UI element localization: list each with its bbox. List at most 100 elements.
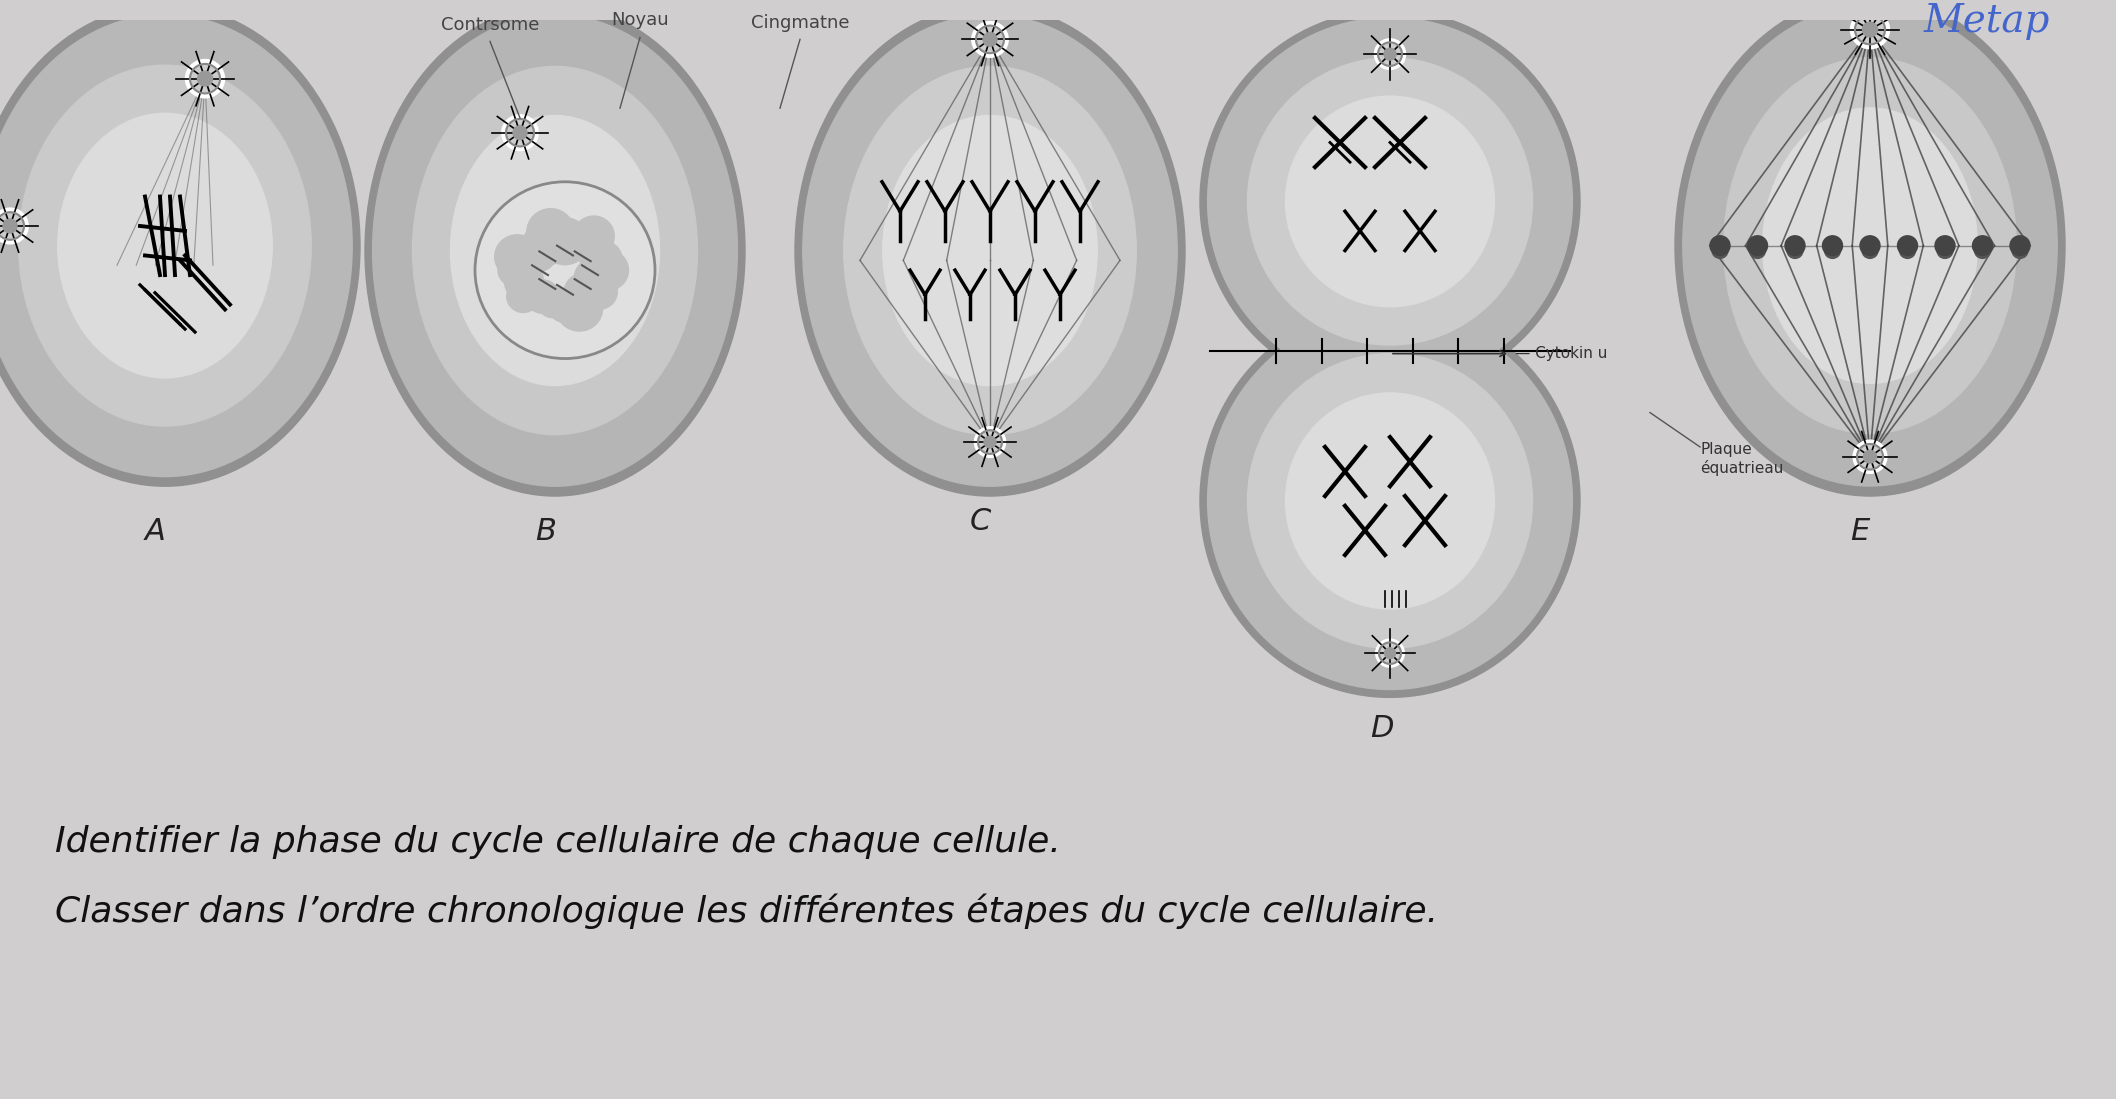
Circle shape: [1384, 647, 1394, 658]
Circle shape: [506, 280, 540, 312]
Circle shape: [1854, 441, 1887, 474]
Circle shape: [975, 25, 1003, 53]
Circle shape: [1710, 236, 1731, 255]
Circle shape: [573, 217, 614, 256]
Text: C: C: [969, 508, 990, 536]
Circle shape: [190, 64, 220, 93]
Ellipse shape: [372, 15, 736, 486]
Circle shape: [525, 280, 559, 313]
Ellipse shape: [1208, 18, 1572, 386]
Circle shape: [186, 59, 224, 98]
Ellipse shape: [1248, 58, 1532, 345]
Ellipse shape: [413, 66, 698, 435]
Circle shape: [495, 235, 540, 279]
Circle shape: [561, 222, 592, 254]
Circle shape: [542, 218, 588, 265]
Circle shape: [497, 254, 531, 287]
Ellipse shape: [57, 113, 273, 378]
Text: — Cytokin u: — Cytokin u: [1515, 346, 1608, 362]
Circle shape: [588, 251, 628, 290]
Circle shape: [197, 71, 212, 86]
Ellipse shape: [844, 66, 1136, 435]
Text: D: D: [1369, 713, 1394, 743]
Ellipse shape: [1725, 58, 2017, 433]
Circle shape: [523, 224, 565, 266]
Circle shape: [1852, 10, 1890, 48]
Circle shape: [1375, 38, 1405, 69]
Ellipse shape: [1287, 393, 1494, 609]
Circle shape: [1974, 243, 1991, 258]
Text: Noyau: Noyau: [612, 11, 669, 29]
Circle shape: [584, 241, 622, 278]
Ellipse shape: [882, 115, 1098, 386]
Circle shape: [1856, 15, 1885, 44]
Circle shape: [582, 274, 618, 309]
Circle shape: [563, 273, 605, 313]
Text: Contrsome: Contrsome: [440, 15, 540, 34]
Ellipse shape: [1676, 0, 2065, 496]
Ellipse shape: [1208, 312, 1572, 689]
Text: B: B: [535, 518, 557, 546]
Circle shape: [1972, 236, 1993, 255]
Circle shape: [1380, 642, 1401, 664]
Text: Identifier la phase du cycle cellulaire de chaque cellule.: Identifier la phase du cycle cellulaire …: [55, 825, 1060, 859]
Circle shape: [1862, 243, 1879, 258]
Circle shape: [2, 219, 17, 233]
Ellipse shape: [451, 115, 660, 386]
Text: A: A: [146, 518, 165, 546]
Circle shape: [1898, 236, 1917, 255]
Circle shape: [1788, 243, 1803, 258]
Ellipse shape: [1200, 10, 1581, 393]
Circle shape: [1824, 243, 1841, 258]
Circle shape: [501, 114, 537, 151]
Ellipse shape: [1248, 354, 1532, 648]
Ellipse shape: [802, 15, 1176, 486]
Text: Cingmatne: Cingmatne: [751, 13, 849, 32]
Circle shape: [2010, 236, 2029, 255]
Circle shape: [521, 236, 557, 271]
Circle shape: [984, 436, 997, 448]
Ellipse shape: [19, 65, 311, 426]
Circle shape: [1748, 236, 1767, 255]
Circle shape: [1936, 243, 1953, 258]
Text: Metap: Metap: [1923, 2, 2050, 40]
Circle shape: [1900, 243, 1915, 258]
Circle shape: [1858, 444, 1883, 469]
Circle shape: [978, 430, 1003, 454]
Text: Classer dans l’ordre chronologique les différentes étapes du cycle cellulaire.: Classer dans l’ordre chronologique les d…: [55, 893, 1439, 930]
Circle shape: [527, 209, 573, 255]
Circle shape: [1712, 243, 1729, 258]
Ellipse shape: [1200, 304, 1581, 698]
Circle shape: [548, 289, 582, 322]
Circle shape: [1750, 243, 1765, 258]
Circle shape: [1375, 640, 1405, 667]
Ellipse shape: [364, 5, 745, 496]
Ellipse shape: [1682, 5, 2057, 486]
Circle shape: [1822, 236, 1843, 255]
Circle shape: [0, 208, 28, 244]
Ellipse shape: [1287, 96, 1494, 307]
Circle shape: [1934, 236, 1955, 255]
Ellipse shape: [1763, 108, 1976, 384]
Circle shape: [474, 181, 656, 358]
Circle shape: [557, 286, 603, 331]
Circle shape: [1860, 236, 1879, 255]
Ellipse shape: [0, 14, 351, 477]
Circle shape: [537, 287, 569, 318]
Ellipse shape: [796, 5, 1185, 496]
Circle shape: [573, 257, 620, 301]
Circle shape: [1378, 43, 1403, 66]
Circle shape: [1384, 48, 1397, 60]
Circle shape: [504, 263, 544, 301]
Circle shape: [971, 22, 1007, 57]
Circle shape: [1864, 451, 1877, 463]
Circle shape: [1786, 236, 1805, 255]
Text: Plaque
équatrieau: Plaque équatrieau: [1699, 442, 1784, 476]
Circle shape: [984, 33, 997, 46]
Circle shape: [973, 426, 1005, 457]
Circle shape: [578, 237, 607, 268]
Ellipse shape: [0, 5, 360, 486]
Circle shape: [512, 125, 527, 140]
Text: E: E: [1849, 518, 1868, 546]
Circle shape: [0, 212, 23, 240]
